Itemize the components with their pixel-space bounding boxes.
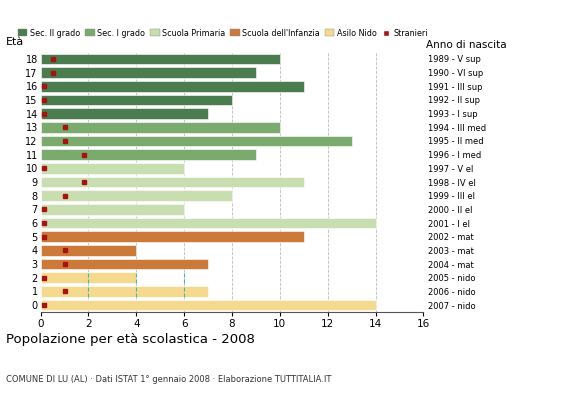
- Bar: [41, 108, 208, 119]
- Bar: [41, 94, 232, 105]
- Bar: [41, 149, 256, 160]
- Bar: [41, 81, 304, 92]
- Legend: Sec. II grado, Sec. I grado, Scuola Primaria, Scuola dell'Infanzia, Asilo Nido, : Sec. II grado, Sec. I grado, Scuola Prim…: [18, 28, 428, 38]
- Bar: [41, 231, 304, 242]
- Bar: [41, 245, 136, 256]
- Bar: [41, 54, 280, 64]
- Bar: [41, 190, 232, 201]
- Bar: [41, 286, 208, 297]
- Bar: [41, 300, 376, 310]
- Text: Popolazione per età scolastica - 2008: Popolazione per età scolastica - 2008: [6, 333, 255, 346]
- Bar: [41, 272, 136, 283]
- Bar: [41, 259, 208, 270]
- Bar: [41, 204, 184, 215]
- Bar: [41, 136, 351, 146]
- Text: Età: Età: [6, 37, 24, 47]
- Bar: [41, 67, 256, 78]
- Text: Anno di nascita: Anno di nascita: [426, 40, 507, 50]
- Text: COMUNE DI LU (AL) · Dati ISTAT 1° gennaio 2008 · Elaborazione TUTTITALIA.IT: COMUNE DI LU (AL) · Dati ISTAT 1° gennai…: [6, 375, 331, 384]
- Bar: [41, 218, 376, 228]
- Bar: [41, 122, 280, 133]
- Bar: [41, 177, 304, 187]
- Bar: [41, 163, 184, 174]
